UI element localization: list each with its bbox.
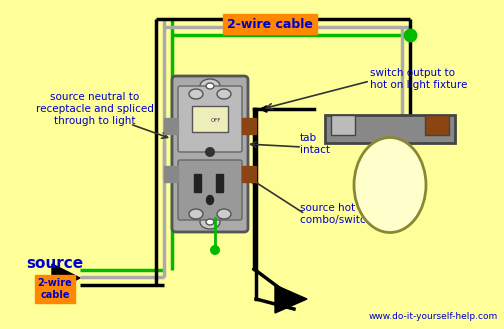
Ellipse shape (217, 89, 231, 99)
Ellipse shape (200, 79, 220, 93)
Text: switch output to
hot on light fixture: switch output to hot on light fixture (370, 68, 467, 90)
Ellipse shape (189, 89, 203, 99)
Ellipse shape (206, 219, 214, 225)
Text: source neutral to
receptacle and spliced
through to light: source neutral to receptacle and spliced… (36, 92, 154, 126)
Bar (242, 166, 256, 182)
Ellipse shape (206, 83, 214, 89)
Bar (164, 166, 178, 182)
Bar (242, 118, 256, 134)
Polygon shape (52, 264, 80, 292)
Ellipse shape (205, 147, 215, 157)
Ellipse shape (200, 215, 220, 229)
Bar (216, 174, 223, 192)
Text: source hot to
combo/switch hot: source hot to combo/switch hot (300, 203, 393, 225)
Bar (192, 106, 228, 132)
Bar (425, 115, 449, 135)
Text: OFF: OFF (211, 117, 221, 122)
FancyBboxPatch shape (178, 160, 242, 220)
Text: 2-wire
cable: 2-wire cable (38, 278, 73, 300)
Text: tab
intact: tab intact (300, 133, 330, 155)
Bar (194, 174, 201, 192)
Text: www.do-it-yourself-help.com: www.do-it-yourself-help.com (369, 312, 498, 321)
Ellipse shape (354, 138, 426, 233)
Polygon shape (275, 285, 307, 313)
Text: 2-wire cable: 2-wire cable (227, 17, 313, 31)
Ellipse shape (210, 245, 220, 255)
Ellipse shape (189, 209, 203, 219)
Text: source: source (26, 257, 84, 271)
Ellipse shape (207, 195, 214, 205)
Ellipse shape (217, 209, 231, 219)
FancyBboxPatch shape (178, 86, 242, 152)
Bar (325, 115, 455, 143)
FancyBboxPatch shape (172, 76, 248, 232)
Bar (331, 115, 355, 135)
Bar (164, 118, 178, 134)
